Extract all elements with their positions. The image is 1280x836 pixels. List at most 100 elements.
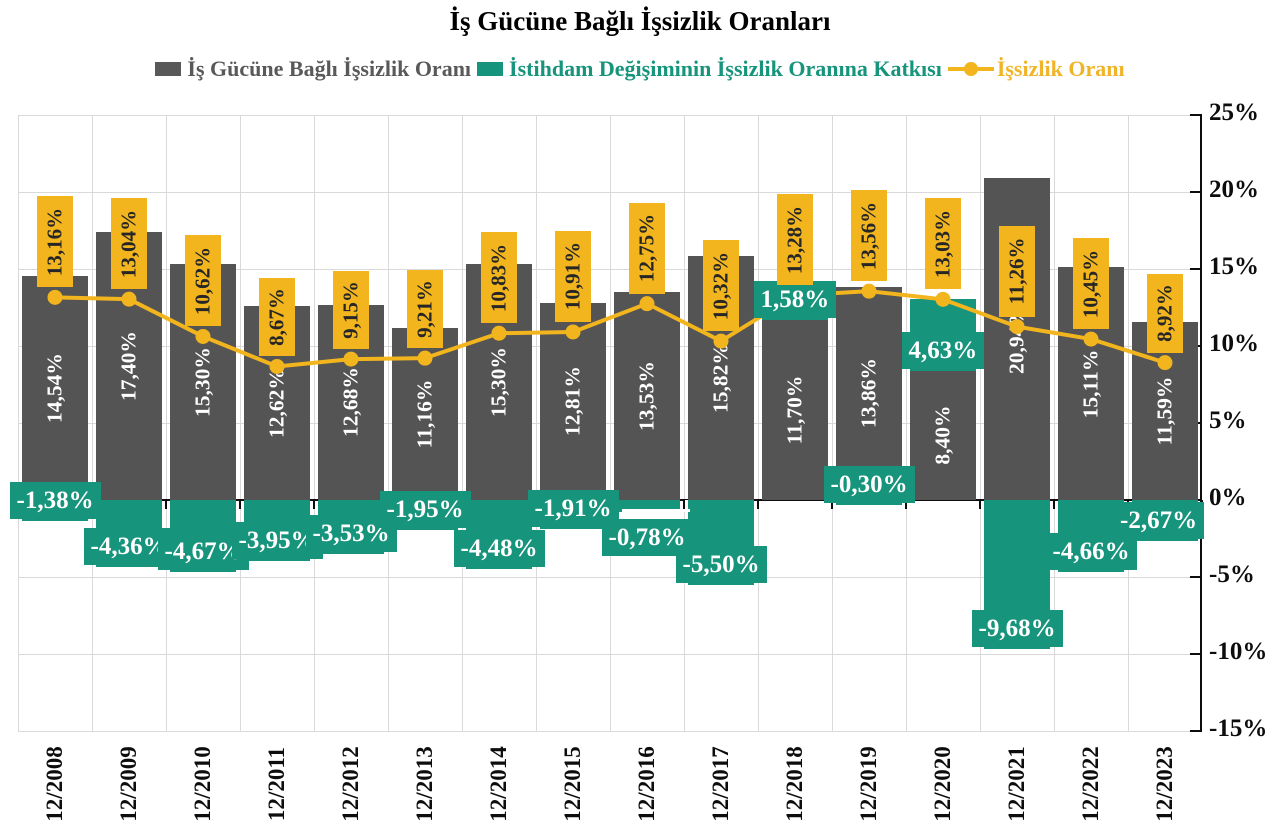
line-series-marker-icon	[947, 61, 994, 77]
gridline-v	[610, 115, 611, 731]
line-value-label: 13,56%	[856, 201, 881, 270]
y-tick-label: -5%	[1209, 561, 1255, 588]
line-value-label: 8,67%	[264, 288, 289, 347]
legend: İş Gücüne Bağlı İşsizlik Oranı İstihdam …	[0, 56, 1280, 82]
line-marker	[639, 296, 655, 312]
line-value-label-box: 13,28%	[777, 194, 813, 286]
plot-area: 14,54% 17,40% 15,30% 12,62% 12,68% 11,16% 15,3…	[9, 114, 1205, 732]
x-tick-label: 12/2018	[782, 746, 807, 822]
line-value-label-box: 8,92%	[1147, 274, 1183, 353]
y-tick-label: 25%	[1209, 99, 1259, 126]
line-value-label-box: 13,56%	[851, 190, 887, 282]
x-tick-label: 12/2014	[486, 746, 511, 822]
line-value-label-box: 10,62%	[185, 235, 221, 327]
x-tick-label: 12/2020	[930, 746, 955, 822]
x-tick-label: 12/2015	[560, 746, 585, 822]
x-tick-label: 12/2017	[708, 746, 733, 822]
gridline-v	[92, 115, 93, 731]
y-tick-label: 20%	[1209, 176, 1259, 203]
x-tick-label: 12/2021	[1004, 746, 1029, 822]
legend-label-teal-series: İstihdam Değişiminin İşsizlik Oranına Ka…	[509, 56, 942, 81]
line-marker	[269, 358, 285, 374]
y-tick-label: 15%	[1209, 253, 1259, 280]
x-tick-label: 12/2016	[634, 746, 659, 822]
line-path	[54, 289, 1166, 369]
x-tick-label: 12/2012	[338, 746, 363, 822]
teal-value-label: -1,38%	[9, 482, 101, 520]
line-marker	[343, 351, 359, 367]
gridline-v	[166, 115, 167, 731]
gridline-v	[462, 115, 463, 731]
teal-value-label: -2,67%	[1113, 502, 1205, 540]
line-value-label-box: 10,32%	[703, 240, 739, 332]
y-axis-tick	[1190, 191, 1202, 193]
line-marker	[935, 291, 951, 307]
x-tick-label: 12/2022	[1078, 746, 1103, 822]
legend-label-line-series: İşsizlik Oranı	[996, 56, 1125, 81]
x-axis-tick	[239, 500, 241, 509]
x-tick-label: 12/2008	[42, 746, 67, 822]
teal-value-label: -5,50%	[675, 545, 767, 583]
gray-bar	[614, 291, 680, 500]
gridline-v	[536, 115, 537, 731]
line-value-label: 12,75%	[634, 214, 659, 283]
y-axis-tick	[1190, 730, 1202, 732]
y-tick-label: 5%	[1209, 407, 1247, 434]
line-value-label: 10,91%	[560, 242, 585, 311]
gridline-h	[18, 731, 1202, 732]
line-value-label-box: 9,15%	[333, 270, 369, 350]
line-value-label-box: 13,04%	[111, 198, 147, 290]
line-value-label-box: 13,03%	[925, 198, 961, 290]
line-value-label: 9,15%	[338, 280, 363, 339]
teal-value-label: 1,58%	[753, 280, 837, 318]
line-value-label-box: 10,91%	[555, 230, 591, 322]
leader-line	[622, 509, 690, 512]
line-series	[47, 283, 1173, 374]
gridline-v	[906, 115, 907, 731]
line-value-label: 10,45%	[1078, 249, 1103, 318]
y-axis-tick	[1190, 268, 1202, 270]
chart-title: İş Gücüne Bağlı İşsizlik Oranları	[449, 6, 831, 36]
y-tick-label: 10%	[1209, 330, 1259, 357]
x-tick-label: 12/2009	[116, 746, 141, 822]
teal-value-label: 4,63%	[901, 331, 985, 369]
x-tick-label: 12/2013	[412, 746, 437, 822]
line-value-label: 8,92%	[1152, 284, 1177, 343]
gridline-v	[758, 115, 759, 731]
x-tick-label: 12/2019	[856, 746, 881, 822]
y-tick-label: 0%	[1209, 484, 1247, 511]
legend-item-line-series: İşsizlik Oranı	[947, 56, 1125, 82]
line-marker	[195, 328, 211, 344]
gridline-v	[832, 115, 833, 731]
y-axis-tick	[1190, 653, 1202, 655]
x-axis-tick	[979, 500, 981, 509]
teal-value-label: -0,30%	[823, 465, 915, 503]
line-value-label: 10,32%	[708, 251, 733, 320]
teal-value-label: -9,68%	[971, 610, 1063, 648]
gray-series-swatch-icon	[155, 62, 182, 76]
line-marker	[565, 324, 581, 340]
gray-bar	[762, 319, 828, 500]
line-marker	[1009, 319, 1025, 335]
y-tick-label: -15%	[1209, 715, 1268, 742]
line-value-label: 13,03%	[930, 209, 955, 278]
legend-label-gray-series: İş Gücüne Bağlı İşsizlik Oranı	[187, 56, 472, 81]
leader-line	[685, 500, 688, 512]
gridline-v	[980, 115, 981, 731]
gray-bar	[22, 276, 88, 500]
x-axis-tick	[831, 500, 833, 509]
line-value-label-box: 9,21%	[407, 269, 443, 349]
line-marker	[121, 291, 137, 307]
line-value-label: 13,16%	[42, 207, 67, 276]
gray-bar	[910, 370, 976, 500]
line-value-label: 11,26%	[1004, 237, 1029, 305]
line-value-label: 10,62%	[190, 246, 215, 316]
line-value-label: 13,04%	[116, 209, 141, 278]
x-axis-tick	[683, 500, 685, 509]
gridline-v	[240, 115, 241, 731]
x-tick-label: 12/2010	[190, 746, 215, 822]
line-marker	[491, 325, 507, 341]
line-marker	[47, 289, 63, 305]
line-marker	[713, 333, 729, 349]
